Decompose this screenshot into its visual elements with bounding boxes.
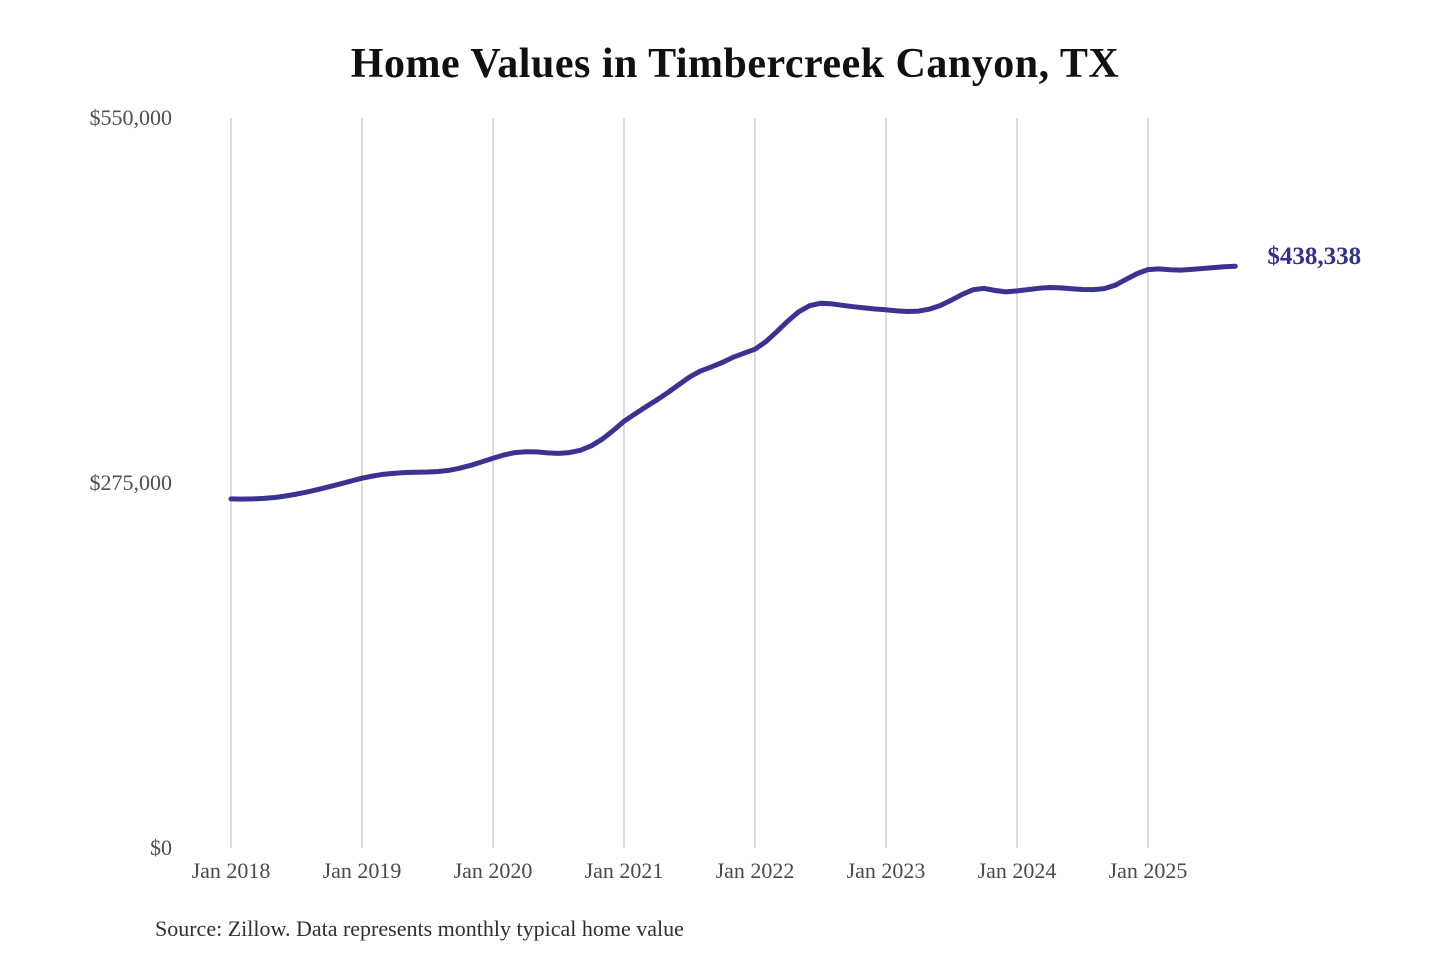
x-tick-label: Jan 2024 xyxy=(977,858,1057,883)
x-tick-label: Jan 2021 xyxy=(584,858,664,883)
source-note: Source: Zillow. Data represents monthly … xyxy=(155,916,684,941)
x-tick-label: Jan 2020 xyxy=(453,858,533,883)
x-tick-label: Jan 2018 xyxy=(191,858,271,883)
end-value-label: $438,338 xyxy=(1267,243,1362,271)
x-tick-label: Jan 2023 xyxy=(846,858,926,883)
page-title: Home Values in Timbercreek Canyon, TX xyxy=(350,41,1120,87)
x-tick-label: Jan 2025 xyxy=(1108,858,1188,883)
y-tick-label: $0 xyxy=(150,835,172,860)
x-tick-label: Jan 2022 xyxy=(715,858,795,883)
home-value-line xyxy=(228,263,1238,502)
x-tick-label: Jan 2019 xyxy=(322,858,402,883)
y-tick-label: $275,000 xyxy=(89,470,173,495)
y-tick-label: $550,000 xyxy=(89,105,173,130)
